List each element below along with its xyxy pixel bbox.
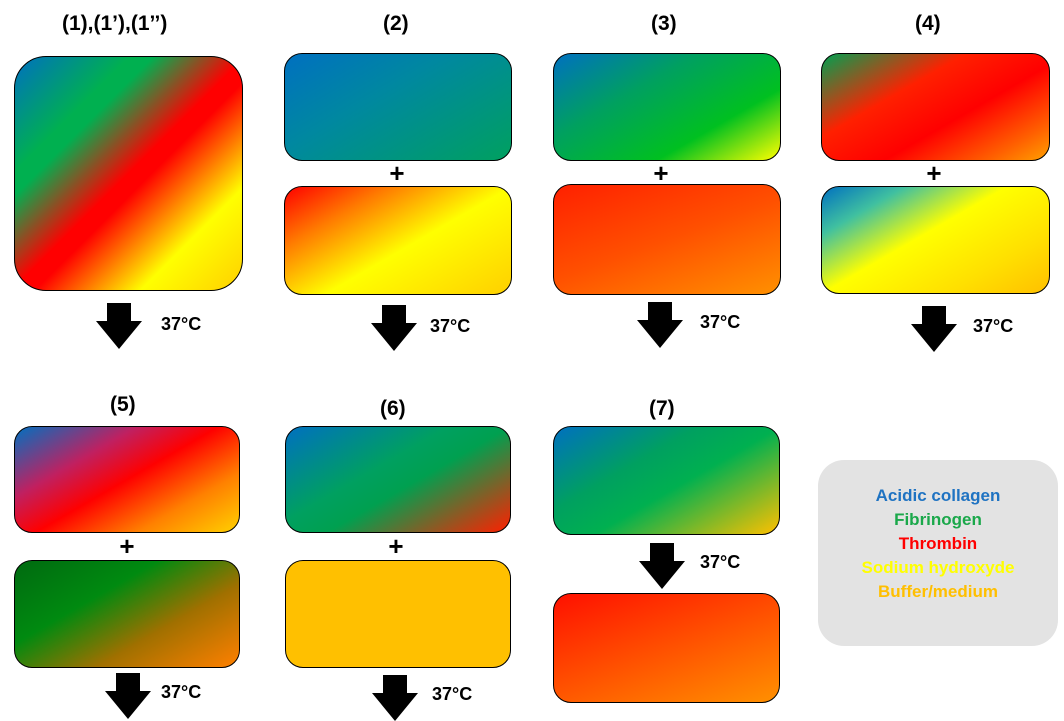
temperature-label-7: 37°C	[700, 552, 741, 572]
component-box-3b	[553, 184, 781, 295]
legend-item-acidic-collagen: Acidic collagen	[875, 486, 1001, 505]
label-condition-2: (2)	[383, 12, 409, 35]
label-condition-6: (6)	[380, 397, 406, 420]
temperature-label-3: 37°C	[700, 312, 741, 332]
legend-item-thrombin: Thrombin	[898, 534, 978, 553]
label-condition-4: (4)	[915, 12, 941, 35]
mixture-box-1	[14, 56, 243, 291]
component-box-7a	[553, 426, 780, 535]
legend-item-sodium-hydroxyde: Sodium hydroxyde	[861, 558, 1015, 577]
component-box-4b	[821, 186, 1050, 294]
plus-sign-4: +	[926, 158, 942, 188]
component-box-6a	[285, 426, 511, 533]
component-box-7b	[553, 593, 780, 703]
legend-item-buffer-medium: Buffer/medium	[878, 582, 998, 601]
down-arrow-icon-5	[105, 673, 151, 719]
temperature-label-2: 37°C	[430, 316, 471, 336]
label-condition-5: (5)	[110, 393, 136, 416]
down-arrow-icon-3	[637, 302, 683, 348]
component-box-2b	[284, 186, 512, 295]
component-box-6b	[285, 560, 511, 668]
component-box-2a	[284, 53, 512, 161]
plus-sign-5: +	[119, 531, 135, 561]
component-box-4a	[821, 53, 1050, 161]
legend-item-fibrinogen: Fibrinogen	[894, 510, 982, 529]
label-condition-3: (3)	[651, 12, 677, 35]
down-arrow-icon-2	[371, 305, 417, 351]
down-arrow-icon-7	[639, 543, 685, 589]
plus-sign-2: +	[389, 158, 405, 188]
temperature-label-5: 37°C	[161, 682, 202, 702]
component-box-5a	[14, 426, 240, 533]
label-condition-1: (1),(1’),(1’’)	[62, 12, 168, 35]
temperature-label-6: 37°C	[432, 684, 473, 704]
down-arrow-icon-4	[911, 306, 957, 352]
plus-sign-6: +	[388, 531, 404, 561]
temperature-label-4: 37°C	[973, 316, 1014, 336]
down-arrow-icon-1	[96, 303, 142, 349]
component-box-5b	[14, 560, 240, 668]
temperature-label-1: 37°C	[161, 314, 202, 334]
down-arrow-icon-6	[372, 675, 418, 721]
component-box-3a	[553, 53, 781, 161]
color-legend: Acidic collagen Fibrinogen Thrombin Sodi…	[818, 460, 1058, 646]
plus-sign-3: +	[653, 158, 669, 188]
label-condition-7: (7)	[649, 397, 675, 420]
